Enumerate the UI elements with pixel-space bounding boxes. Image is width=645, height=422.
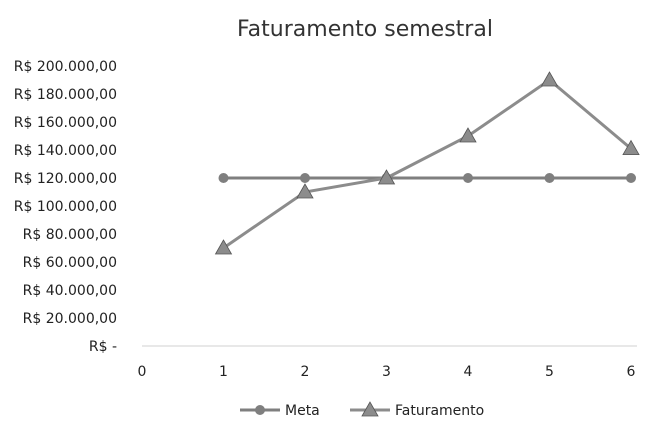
data-point-meta <box>626 173 636 183</box>
x-tick-label: 5 <box>545 364 554 380</box>
data-point-faturamento <box>459 127 477 143</box>
data-point-meta <box>300 173 310 183</box>
data-point-faturamento <box>377 169 396 185</box>
y-tick-label: R$ 20.000,00 <box>23 311 117 327</box>
legend-label: Meta <box>285 403 320 419</box>
y-tick-label: R$ - <box>89 339 117 355</box>
chart-title: Faturamento semestral <box>237 17 493 42</box>
y-tick-label: R$ 160.000,00 <box>14 115 117 131</box>
data-point-meta <box>463 173 473 183</box>
axes-group: R$ - R$ 20.000,00 R$ 40.000,00 R$ 60.000,00… <box>14 59 637 380</box>
legend: Meta Faturamento <box>240 401 484 419</box>
y-tick-label: R$ 40.000,00 <box>23 283 117 299</box>
series-group <box>214 71 640 255</box>
data-point-faturamento <box>214 239 233 255</box>
x-tick-label: 0 <box>138 364 147 380</box>
series-line-faturamento <box>222 78 632 250</box>
data-point-faturamento <box>622 139 640 156</box>
x-tick-label: 4 <box>464 364 473 380</box>
series-meta <box>218 173 636 183</box>
data-point-meta <box>544 173 555 183</box>
x-tick-label: 1 <box>219 364 228 380</box>
data-point-meta <box>218 173 229 183</box>
data-point-faturamento <box>296 183 314 199</box>
legend-label: Faturamento <box>395 403 484 419</box>
y-tick-label: R$ 140.000,00 <box>14 143 117 159</box>
y-tick-label: R$ 120.000,00 <box>14 171 117 187</box>
data-point-faturamento <box>540 71 559 87</box>
legend-item-meta: Meta <box>240 403 320 419</box>
series-faturamento <box>214 71 640 255</box>
legend-marker <box>361 401 379 417</box>
y-tick-label: R$ 180.000,00 <box>14 87 117 103</box>
y-tick-label: R$ 200.000,00 <box>14 59 117 75</box>
legend-marker <box>255 405 265 415</box>
x-tick-label: 6 <box>627 364 636 380</box>
y-tick-label: R$ 60.000,00 <box>23 255 117 271</box>
x-tick-label: 3 <box>382 364 391 380</box>
legend-item-faturamento: Faturamento <box>350 401 484 419</box>
y-tick-label: R$ 100.000,00 <box>14 199 117 215</box>
y-tick-label: R$ 80.000,00 <box>23 227 117 243</box>
x-tick-label: 2 <box>301 364 310 380</box>
